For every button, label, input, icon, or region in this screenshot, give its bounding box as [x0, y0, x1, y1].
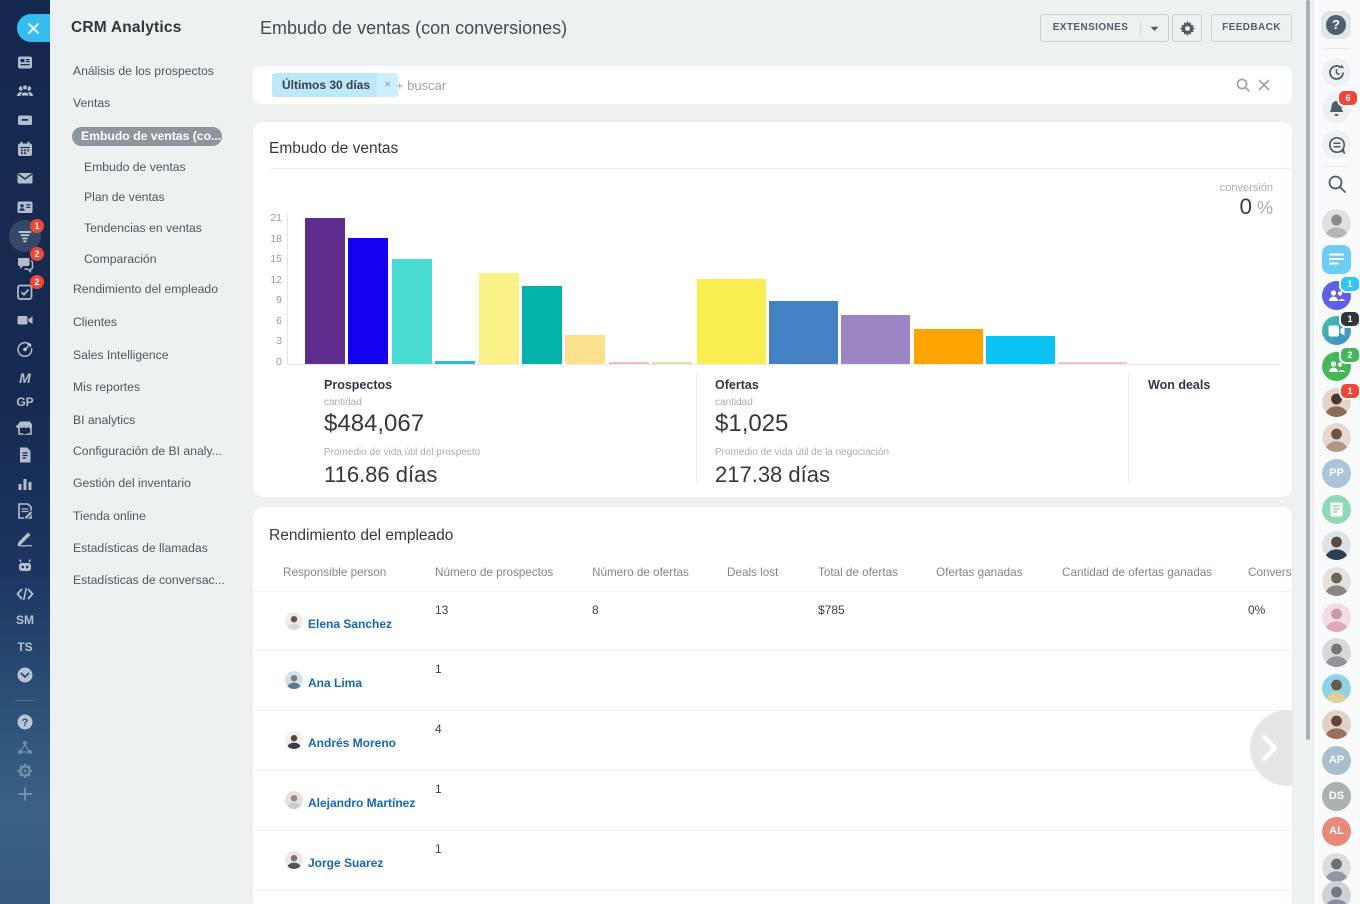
svg-text:?: ? [22, 717, 29, 729]
